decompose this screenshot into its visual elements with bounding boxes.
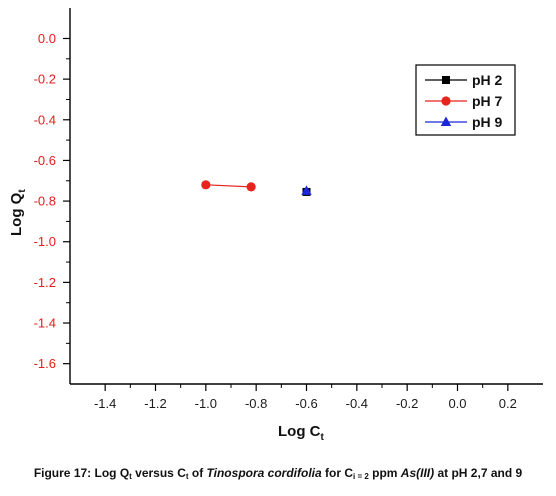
y-tick-label: -1.4	[34, 316, 56, 331]
x-tick-label: 0.2	[499, 396, 517, 411]
y-tick-label: -0.8	[34, 194, 56, 209]
y-tick-label: -0.6	[34, 153, 56, 168]
legend-label-ph-2: pH 2	[472, 72, 503, 88]
x-tick-label: -1.0	[195, 396, 217, 411]
x-ticks: -1.4 -1.2 -1.0 -0.8 -0.6 -0.4 -0.2 0.0 0.2	[94, 384, 517, 411]
legend-label-ph-7: pH 7	[472, 93, 503, 109]
x-axis-title: Log Ct	[278, 423, 325, 443]
y-tick-label: -0.4	[34, 112, 56, 127]
y-tick-label: 0.0	[38, 31, 56, 46]
legend-marker-ph-7	[441, 96, 451, 106]
series-layer	[201, 180, 312, 196]
series-line-ph-7	[205, 184, 252, 188]
y-tick-label: -1.6	[34, 356, 56, 371]
x-tick-label: -0.8	[245, 396, 267, 411]
legend-marker-ph-9	[440, 116, 452, 126]
x-tick-label: -0.6	[295, 396, 317, 411]
x-tick-label: -0.4	[346, 396, 368, 411]
chart: -1.4 -1.2 -1.0 -0.8 -0.6 -0.4 -0.2 0.0 0.2 0.0 -0…	[8, 8, 543, 443]
y-tick-label: -1.0	[34, 234, 56, 249]
data-point-ph-7	[246, 182, 256, 192]
y-tick-label: -0.2	[34, 72, 56, 87]
x-tick-label: 0.0	[448, 396, 466, 411]
figure-caption: Figure 17: Log Qt versus Ct of Tinospora…	[33, 466, 523, 481]
y-ticks: 0.0 -0.2 -0.4 -0.6 -0.8 -1.0 -1.2 -1.4 -1.6	[34, 31, 70, 371]
data-point-ph-7	[201, 180, 211, 190]
legend: pH 2 pH 7 pH 9	[415, 64, 516, 136]
y-tick-label: -1.2	[34, 275, 56, 290]
y-axis-title: Log Qt	[8, 189, 28, 236]
x-tick-label: -0.2	[396, 396, 418, 411]
x-tick-label: -1.4	[94, 396, 116, 411]
axes: -1.4 -1.2 -1.0 -0.8 -0.6 -0.4 -0.2 0.0 0.2 0.0 -0…	[34, 8, 543, 411]
legend-label-ph-9: pH 9	[472, 114, 503, 130]
x-tick-label: -1.2	[144, 396, 166, 411]
legend-marker-ph-2	[442, 76, 450, 84]
data-point-ph-9	[301, 185, 312, 195]
legend-box	[415, 64, 516, 136]
